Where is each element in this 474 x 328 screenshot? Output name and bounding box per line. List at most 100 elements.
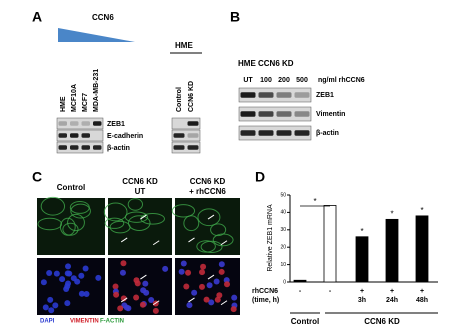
blot-band bbox=[276, 111, 292, 117]
blot-strip bbox=[238, 125, 312, 141]
blot-band bbox=[93, 121, 102, 126]
nucleus bbox=[65, 263, 72, 270]
blot-band bbox=[187, 133, 199, 138]
nucleus bbox=[59, 276, 66, 283]
nucleus bbox=[78, 272, 85, 279]
blot-label: Vimentin bbox=[316, 111, 345, 118]
nucleus bbox=[83, 290, 90, 297]
blot-band bbox=[173, 145, 185, 150]
blot-band bbox=[81, 121, 90, 126]
column-header: CCN6 KD bbox=[122, 177, 158, 186]
cell-outline bbox=[200, 240, 223, 253]
nucleus bbox=[47, 296, 54, 303]
arrow bbox=[140, 214, 147, 220]
micrograph bbox=[175, 198, 240, 255]
nucleus bbox=[48, 307, 55, 314]
nucleus bbox=[224, 281, 231, 288]
blot-label: E-cadherin bbox=[107, 133, 143, 140]
nucleus bbox=[148, 296, 155, 303]
blot-strip bbox=[171, 141, 201, 154]
nucleus bbox=[191, 289, 198, 296]
y-tick-label: 30 bbox=[280, 227, 286, 233]
nucleus bbox=[139, 301, 146, 308]
dose-label: UT bbox=[243, 77, 253, 84]
nucleus bbox=[123, 304, 130, 311]
nucleus bbox=[199, 269, 206, 276]
arrow bbox=[120, 237, 128, 243]
blot-band bbox=[187, 121, 199, 126]
panel-letter: B bbox=[230, 9, 240, 25]
lane-label: MCF10A bbox=[71, 84, 78, 112]
cell-outline bbox=[124, 211, 149, 223]
blot-band bbox=[240, 130, 256, 136]
blot-band bbox=[58, 133, 67, 138]
stain-label: DAPI bbox=[40, 319, 55, 325]
significance: * bbox=[420, 206, 423, 215]
group-label: CCN6 KD bbox=[364, 317, 400, 326]
blot-band bbox=[240, 92, 256, 98]
treatment-label: - bbox=[299, 288, 302, 295]
row-label: rhCCN6 bbox=[252, 288, 278, 295]
nucleus bbox=[200, 263, 207, 270]
dose-unit: ng/ml rhCCN6 bbox=[318, 77, 365, 84]
blot-band bbox=[294, 111, 310, 117]
stain-label: VIMENTIN bbox=[70, 319, 99, 325]
arrow bbox=[152, 240, 160, 246]
y-axis-label: Relative ZEB1 mRNA bbox=[267, 204, 274, 272]
nucleus bbox=[230, 306, 237, 313]
y-tick-label: 20 bbox=[280, 245, 286, 251]
arrow bbox=[188, 237, 195, 243]
cell-outline bbox=[127, 198, 144, 211]
nucleus bbox=[46, 269, 53, 276]
micrograph bbox=[37, 198, 105, 255]
nucleus bbox=[119, 269, 126, 276]
nucleus bbox=[134, 280, 141, 287]
cell-outline bbox=[37, 217, 63, 231]
blot-band bbox=[187, 145, 199, 150]
blot-band bbox=[173, 133, 185, 138]
panel-letter: C bbox=[32, 169, 42, 185]
nucleus bbox=[206, 282, 213, 289]
lane-label: CCN6 KD bbox=[188, 81, 195, 112]
arrow bbox=[140, 274, 147, 280]
time-label: 48h bbox=[416, 297, 428, 304]
gradient-triangle bbox=[58, 28, 135, 42]
micrograph bbox=[108, 198, 172, 255]
time-label: 3h bbox=[358, 297, 366, 304]
group-label: Control bbox=[291, 317, 319, 326]
y-tick-label: 40 bbox=[280, 210, 286, 216]
significance: * bbox=[360, 227, 363, 236]
nucleus bbox=[66, 270, 73, 277]
cell-outline bbox=[103, 202, 128, 222]
column-header: Control bbox=[57, 183, 85, 192]
nucleus bbox=[52, 302, 59, 309]
nucleus bbox=[218, 268, 225, 275]
nucleus bbox=[82, 265, 89, 272]
column-header: CCN6 KD bbox=[190, 177, 226, 186]
blot-strip bbox=[238, 106, 312, 122]
nucleus bbox=[142, 280, 149, 287]
nucleus bbox=[143, 289, 150, 296]
nucleus bbox=[186, 302, 193, 309]
treatment-label: - bbox=[329, 288, 332, 295]
cell-outline bbox=[40, 196, 66, 216]
nucleus bbox=[185, 269, 192, 276]
blot-band bbox=[58, 121, 67, 126]
hme-title: HME bbox=[175, 41, 193, 50]
column-header: + rhCCN6 bbox=[189, 187, 226, 196]
lane-label: HME bbox=[60, 96, 67, 112]
blot-label: β-actin bbox=[107, 145, 130, 152]
blot-band bbox=[294, 92, 310, 98]
blot-band bbox=[258, 92, 274, 98]
lane-label: MDA-MB-231 bbox=[93, 69, 100, 112]
nucleus bbox=[42, 304, 49, 311]
blot-band bbox=[276, 92, 292, 98]
nucleus bbox=[162, 265, 169, 272]
nucleus bbox=[113, 291, 120, 298]
blot-band bbox=[294, 130, 310, 136]
nucleus bbox=[78, 290, 85, 297]
cell-outline bbox=[183, 215, 200, 232]
arrow bbox=[220, 240, 228, 246]
